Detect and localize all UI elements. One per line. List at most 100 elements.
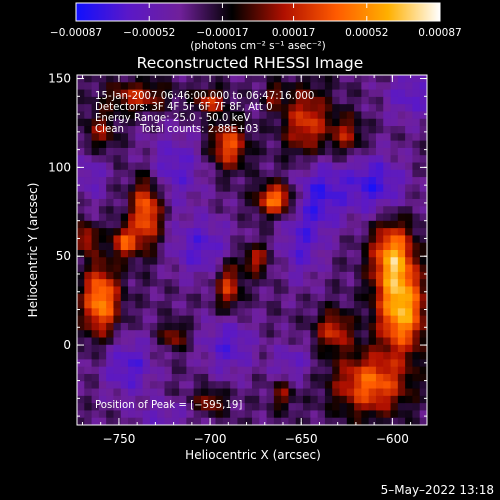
heatmap-cell xyxy=(383,162,391,171)
heatmap-cell xyxy=(149,359,158,368)
heatmap-cell xyxy=(120,133,129,142)
heatmap-cell xyxy=(266,410,275,419)
heatmap-cell xyxy=(77,366,85,375)
heatmap-cell xyxy=(113,322,122,331)
heatmap-cell xyxy=(346,191,355,200)
heatmap-cell xyxy=(179,104,187,112)
heatmap-cell xyxy=(193,359,202,368)
heatmap-cell xyxy=(412,403,421,411)
heatmap-cell xyxy=(171,381,180,389)
heatmap-cell xyxy=(332,315,340,324)
heatmap-cell xyxy=(186,162,195,171)
heatmap-cell xyxy=(266,293,275,302)
heatmap-cell xyxy=(106,337,114,346)
heatmap-cell xyxy=(142,359,151,368)
heatmap-cell xyxy=(215,330,224,338)
heatmap-cell xyxy=(397,89,406,98)
heatmap-cell xyxy=(77,403,85,411)
heatmap-cell xyxy=(179,140,187,149)
heatmap-cell xyxy=(142,286,151,295)
heatmap-cell xyxy=(346,133,355,142)
heatmap-cell xyxy=(171,140,180,149)
heatmap-cell xyxy=(157,352,165,360)
heatmap-cell xyxy=(332,381,340,389)
heatmap-cell xyxy=(383,184,391,193)
heatmap-cell xyxy=(419,410,427,419)
heatmap-cell xyxy=(237,373,246,382)
heatmap-cell xyxy=(186,184,195,193)
heatmap-cell xyxy=(310,403,319,411)
heatmap-cell xyxy=(106,403,114,411)
heatmap-cell xyxy=(303,104,311,112)
heatmap-cell xyxy=(390,410,399,419)
heatmap-cell xyxy=(383,257,391,265)
heatmap-cell xyxy=(310,308,319,317)
heatmap-cell xyxy=(98,337,107,346)
heatmap-cell xyxy=(375,198,384,207)
heatmap-cell xyxy=(281,82,289,90)
heatmap-cell xyxy=(113,140,122,149)
heatmap-cell xyxy=(405,373,413,382)
heatmap-cell xyxy=(222,228,231,236)
heatmap-cell xyxy=(77,279,85,287)
heatmap-cell xyxy=(281,271,289,280)
heatmap-cell xyxy=(244,118,253,127)
heatmap-cell xyxy=(106,104,114,112)
heatmap-cell xyxy=(215,271,224,280)
heatmap-cell xyxy=(157,118,165,127)
heatmap-cell xyxy=(244,337,253,346)
heatmap-cell xyxy=(259,235,267,244)
heatmap-cell xyxy=(339,250,348,258)
heatmap-cell xyxy=(208,388,216,397)
heatmap-cell xyxy=(310,177,319,185)
colorbar-ticks: −0.00087 −0.00052 −0.00017 0.00017 0.00052 0.… xyxy=(50,3,462,39)
heatmap-cell xyxy=(252,301,260,309)
heatmap-cell xyxy=(208,322,216,331)
heatmap-cell xyxy=(113,89,122,98)
heatmap-cell xyxy=(113,96,122,105)
heatmap-cell xyxy=(128,410,136,419)
heatmap-cell xyxy=(186,82,195,90)
heatmap-cell xyxy=(346,75,355,83)
heatmap-cell xyxy=(368,235,377,244)
heatmap-cell xyxy=(77,322,85,331)
heatmap-cell xyxy=(200,220,209,229)
heatmap-cell xyxy=(295,308,304,317)
heatmap-cell xyxy=(412,198,421,207)
heatmap-cell xyxy=(266,388,275,397)
heatmap-cell xyxy=(244,352,253,360)
heatmap-cell xyxy=(273,250,282,258)
heatmap-cell xyxy=(149,177,158,185)
heatmap-cell xyxy=(193,104,202,112)
heatmap-cell xyxy=(375,104,384,112)
heatmap-cell xyxy=(106,330,114,338)
heatmap-cell xyxy=(120,395,129,404)
heatmap-cell xyxy=(375,344,384,353)
heatmap-cell xyxy=(390,184,399,193)
heatmap-cell xyxy=(281,308,289,317)
heatmap-cell xyxy=(390,75,399,83)
heatmap-cell xyxy=(419,322,427,331)
heatmap-cell xyxy=(288,344,297,353)
heatmap-cell xyxy=(295,322,304,331)
heatmap-cell xyxy=(324,257,333,265)
heatmap-cell xyxy=(273,308,282,317)
heatmap-cell xyxy=(164,337,173,346)
heatmap-cell xyxy=(412,293,421,302)
heatmap-cell xyxy=(208,373,216,382)
heatmap-cell xyxy=(157,250,165,258)
heatmap-cell xyxy=(135,140,144,149)
heatmap-cell xyxy=(419,96,427,105)
heatmap-cell xyxy=(324,155,333,163)
heatmap-cell xyxy=(237,264,246,273)
heatmap-cell xyxy=(142,198,151,207)
heatmap-cell xyxy=(215,257,224,265)
heatmap-cell xyxy=(281,96,289,105)
heatmap-cell xyxy=(186,257,195,265)
heatmap-cell xyxy=(310,271,319,280)
heatmap-cell xyxy=(208,315,216,324)
heatmap-cell xyxy=(215,140,224,149)
heatmap-cell xyxy=(164,206,173,214)
heatmap-cell xyxy=(157,417,165,425)
heatmap-cell xyxy=(412,410,421,419)
